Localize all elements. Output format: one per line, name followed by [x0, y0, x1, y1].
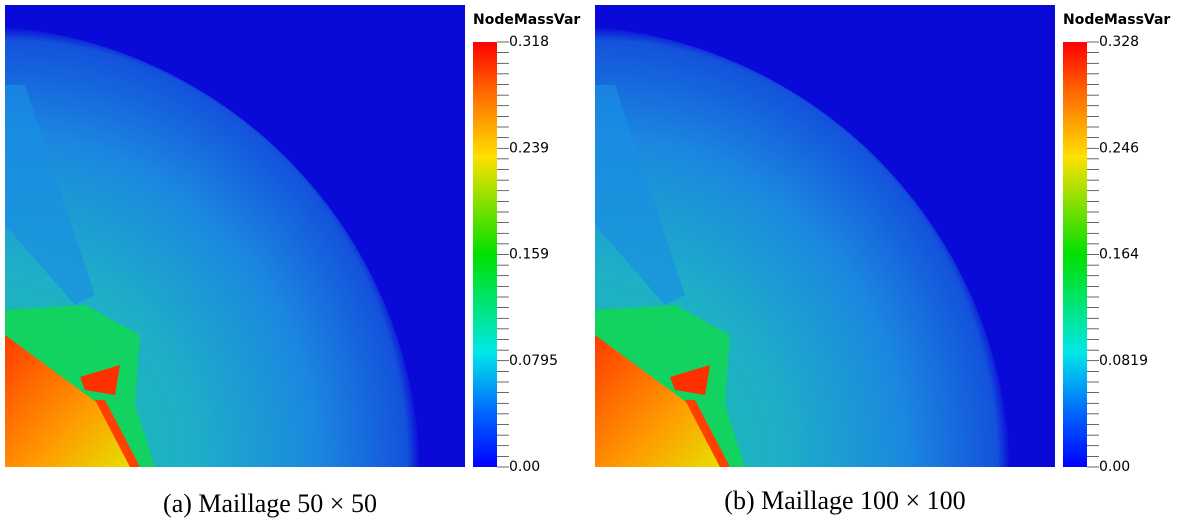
- caption: (a) Maillage 50 × 50: [163, 489, 377, 518]
- colorbar-tick-label: 0.159: [509, 247, 549, 263]
- hot-ray: [95, 400, 140, 467]
- panel: NodeMassVar 0.328 0.246 0.164 0.0819 0.00 (b) …: [595, 5, 1170, 515]
- field-image: [5, 5, 465, 467]
- hot-zone: [5, 335, 130, 467]
- colorbar-tick-label: 0.328: [1099, 34, 1139, 50]
- hot-spot: [80, 365, 120, 395]
- streak: [595, 85, 685, 305]
- hot-ray: [685, 400, 730, 467]
- hot-zone: [595, 335, 720, 467]
- colorbar-tick-label: 0.0795: [509, 353, 558, 369]
- panels: NodeMassVar 0.318 0.239 0.159 0.0795 0.00 (a) …: [5, 5, 1170, 518]
- colorbar: [1063, 42, 1087, 467]
- hot-spot: [670, 365, 710, 395]
- colorbar-tick-label: 0.164: [1099, 247, 1139, 263]
- colorbar-tick-label: 0.00: [509, 459, 540, 475]
- panel: NodeMassVar 0.318 0.239 0.159 0.0795 0.00 (a) …: [5, 5, 580, 518]
- colorbar-tick-label: 0.0819: [1099, 353, 1148, 369]
- colorbar-title: NodeMassVar: [473, 12, 580, 28]
- caption: (b) Maillage 100 × 100: [724, 486, 965, 515]
- colorbar-tick-label: 0.00: [1099, 459, 1130, 475]
- colorbar-title: NodeMassVar: [1063, 12, 1170, 28]
- colorbar-tick-label: 0.246: [1099, 140, 1139, 156]
- colorbar: [473, 42, 497, 467]
- streak: [5, 85, 95, 305]
- colorbar-tick-label: 0.239: [509, 140, 549, 156]
- colorbar-tick-label: 0.318: [509, 34, 549, 50]
- field-image: [595, 5, 1055, 467]
